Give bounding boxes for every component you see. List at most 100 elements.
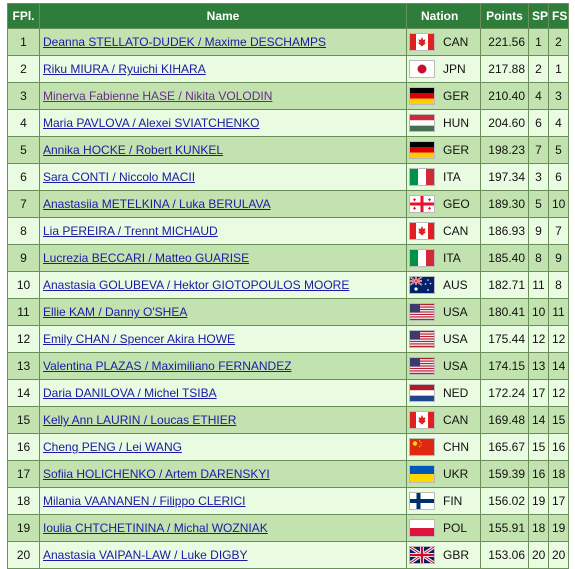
nation-cell: CAN bbox=[406, 217, 481, 245]
skater-pair-link[interactable]: Lucrezia BECCARI / Matteo GUARISE bbox=[43, 251, 250, 265]
fs-rank-cell: 16 bbox=[548, 433, 569, 461]
nation-code: FIN bbox=[443, 494, 463, 508]
header-points[interactable]: Points bbox=[480, 3, 529, 29]
nation-code: JPN bbox=[443, 62, 466, 76]
name-cell: Valentina PLAZAS / Maximiliano FERNANDEZ bbox=[39, 352, 407, 380]
name-cell: Deanna STELLATO-DUDEK / Maxime DESCHAMPS bbox=[39, 28, 407, 56]
nation-code: UKR bbox=[443, 467, 469, 481]
nation-cell: CHN bbox=[406, 433, 481, 461]
skater-pair-link[interactable]: Kelly Ann LAURIN / Loucas ETHIER bbox=[43, 413, 237, 427]
table-row: 14 Daria DANILOVA / Michel TSIBA NED 172.24… bbox=[7, 379, 569, 407]
skater-pair-link[interactable]: Sofiia HOLICHENKO / Artem DARENSKYI bbox=[43, 467, 270, 481]
skater-pair-link[interactable]: Deanna STELLATO-DUDEK / Maxime DESCHAMPS bbox=[43, 35, 326, 49]
usa-flag-icon bbox=[410, 358, 434, 374]
points-cell: 180.41 bbox=[480, 298, 529, 326]
nation-code: ITA bbox=[443, 170, 461, 184]
sp-rank-cell: 5 bbox=[528, 190, 549, 218]
placement-cell: 19 bbox=[7, 514, 40, 542]
placement-cell: 18 bbox=[7, 487, 40, 515]
skater-pair-link[interactable]: Valentina PLAZAS / Maximiliano FERNANDEZ bbox=[43, 359, 292, 373]
points-cell: 175.44 bbox=[480, 325, 529, 353]
sp-rank-cell: 14 bbox=[528, 406, 549, 434]
placement-cell: 16 bbox=[7, 433, 40, 461]
usa-flag-icon bbox=[410, 304, 434, 320]
nation-code: USA bbox=[443, 359, 468, 373]
skater-pair-link[interactable]: Cheng PENG / Lei WANG bbox=[43, 440, 182, 454]
placement-cell: 5 bbox=[7, 136, 40, 164]
placement-cell: 15 bbox=[7, 406, 40, 434]
skater-pair-link[interactable]: Anastasiia METELKINA / Luka BERULAVA bbox=[43, 197, 271, 211]
name-cell: Ellie KAM / Danny O'SHEA bbox=[39, 298, 407, 326]
nation-code: GER bbox=[443, 89, 470, 103]
skater-pair-link[interactable]: Ioulia CHTCHETININA / Michal WOZNIAK bbox=[43, 521, 268, 535]
table-row: 13 Valentina PLAZAS / Maximiliano FERNAND… bbox=[7, 352, 569, 380]
fs-rank-cell: 12 bbox=[548, 325, 569, 353]
table-row: 5 Annika HOCKE / Robert KUNKEL GER 198.23 7 5 bbox=[7, 136, 569, 164]
sp-rank-cell: 12 bbox=[528, 325, 549, 353]
name-cell: Anastasiia METELKINA / Luka BERULAVA bbox=[39, 190, 407, 218]
points-cell: 169.48 bbox=[480, 406, 529, 434]
sp-rank-cell: 16 bbox=[528, 460, 549, 488]
nation-cell: GBR bbox=[406, 541, 481, 569]
fs-rank-cell: 19 bbox=[548, 514, 569, 542]
placement-cell: 6 bbox=[7, 163, 40, 191]
placement-cell: 9 bbox=[7, 244, 40, 272]
placement-cell: 14 bbox=[7, 379, 40, 407]
skater-pair-link[interactable]: Minerva Fabienne HASE / Nikita VOLODIN bbox=[43, 89, 273, 103]
skater-pair-link[interactable]: Ellie KAM / Danny O'SHEA bbox=[43, 305, 188, 319]
skater-pair-link[interactable]: Milania VAANANEN / Filippo CLERICI bbox=[43, 494, 246, 508]
name-cell: Minerva Fabienne HASE / Nikita VOLODIN bbox=[39, 82, 407, 110]
skater-pair-link[interactable]: Sara CONTI / Niccolo MACII bbox=[43, 170, 196, 184]
table-row: 4 Maria PAVLOVA / Alexei SVIATCHENKO HUN 20… bbox=[7, 109, 569, 137]
points-cell: 165.67 bbox=[480, 433, 529, 461]
sp-rank-cell: 20 bbox=[528, 541, 549, 569]
points-cell: 189.30 bbox=[480, 190, 529, 218]
fs-rank-cell: 6 bbox=[548, 163, 569, 191]
skater-pair-link[interactable]: Daria DANILOVA / Michel TSIBA bbox=[43, 386, 217, 400]
header-fs[interactable]: FS bbox=[548, 3, 569, 29]
points-cell: 182.71 bbox=[480, 271, 529, 299]
name-cell: Maria PAVLOVA / Alexei SVIATCHENKO bbox=[39, 109, 407, 137]
placement-cell: 20 bbox=[7, 541, 40, 569]
points-cell: 186.93 bbox=[480, 217, 529, 245]
nation-code: GBR bbox=[443, 548, 470, 562]
skater-pair-link[interactable]: Annika HOCKE / Robert KUNKEL bbox=[43, 143, 224, 157]
nation-cell: CAN bbox=[406, 28, 481, 56]
finland-flag-icon bbox=[410, 493, 434, 509]
china-flag-icon bbox=[410, 439, 434, 455]
fs-rank-cell: 18 bbox=[548, 460, 569, 488]
nation-code: GEO bbox=[443, 197, 470, 211]
nation-code: USA bbox=[443, 332, 468, 346]
usa-flag-icon bbox=[410, 331, 434, 347]
name-cell: Anastasia GOLUBEVA / Hektor GIOTOPOULOS … bbox=[39, 271, 407, 299]
skater-pair-link[interactable]: Lia PEREIRA / Trennt MICHAUD bbox=[43, 224, 218, 238]
nation-cell: ITA bbox=[406, 163, 481, 191]
nation-code: POL bbox=[443, 521, 468, 535]
fs-rank-cell: 3 bbox=[548, 82, 569, 110]
points-cell: 153.06 bbox=[480, 541, 529, 569]
header-name[interactable]: Name bbox=[39, 3, 407, 29]
fs-rank-cell: 2 bbox=[548, 28, 569, 56]
nation-cell: USA bbox=[406, 298, 481, 326]
table-row: 9 Lucrezia BECCARI / Matteo GUARISE ITA 185… bbox=[7, 244, 569, 272]
nation-code: CAN bbox=[443, 224, 469, 238]
placement-cell: 3 bbox=[7, 82, 40, 110]
header-nation[interactable]: Nation bbox=[406, 3, 481, 29]
points-cell: 221.56 bbox=[480, 28, 529, 56]
nation-code: AUS bbox=[443, 278, 468, 292]
name-cell: Ioulia CHTCHETININA / Michal WOZNIAK bbox=[39, 514, 407, 542]
points-cell: 174.15 bbox=[480, 352, 529, 380]
skater-pair-link[interactable]: Anastasia GOLUBEVA / Hektor GIOTOPOULOS … bbox=[43, 278, 350, 292]
nation-cell: CAN bbox=[406, 406, 481, 434]
skater-pair-link[interactable]: Anastasia VAIPAN-LAW / Luke DIGBY bbox=[43, 548, 248, 562]
nation-cell: GER bbox=[406, 136, 481, 164]
nation-code: CHN bbox=[443, 440, 469, 454]
skater-pair-link[interactable]: Riku MIURA / Ryuichi KIHARA bbox=[43, 62, 206, 76]
table-row: 2 Riku MIURA / Ryuichi KIHARA JPN 217.88 2 1 bbox=[7, 55, 569, 83]
header-sp[interactable]: SP bbox=[528, 3, 549, 29]
fs-rank-cell: 7 bbox=[548, 217, 569, 245]
skater-pair-link[interactable]: Emily CHAN / Spencer Akira HOWE bbox=[43, 332, 236, 346]
nation-code: GER bbox=[443, 143, 470, 157]
header-fpl[interactable]: FPl. bbox=[7, 3, 40, 29]
skater-pair-link[interactable]: Maria PAVLOVA / Alexei SVIATCHENKO bbox=[43, 116, 260, 130]
